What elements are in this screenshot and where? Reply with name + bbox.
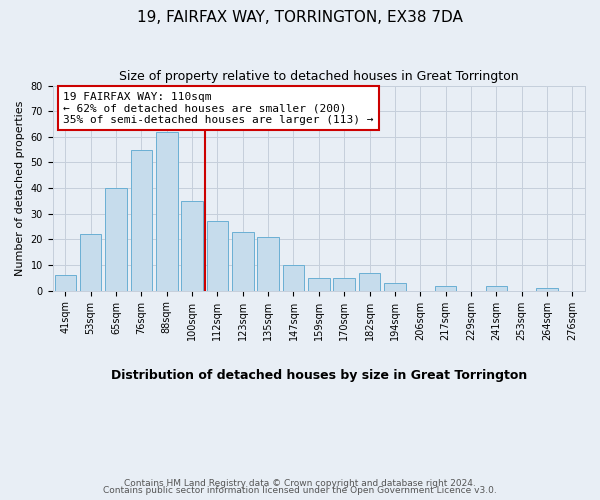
Text: 19, FAIRFAX WAY, TORRINGTON, EX38 7DA: 19, FAIRFAX WAY, TORRINGTON, EX38 7DA bbox=[137, 10, 463, 25]
Text: Contains HM Land Registry data © Crown copyright and database right 2024.: Contains HM Land Registry data © Crown c… bbox=[124, 478, 476, 488]
Title: Size of property relative to detached houses in Great Torrington: Size of property relative to detached ho… bbox=[119, 70, 518, 83]
Bar bbox=[536, 288, 558, 290]
Text: Distribution of detached houses by size in Great Torrington: Distribution of detached houses by size … bbox=[111, 368, 527, 382]
Bar bbox=[283, 265, 304, 290]
Bar bbox=[181, 201, 203, 290]
Bar bbox=[131, 150, 152, 290]
Bar bbox=[80, 234, 101, 290]
Bar bbox=[156, 132, 178, 290]
Bar bbox=[308, 278, 329, 290]
Bar bbox=[334, 278, 355, 290]
Bar bbox=[206, 222, 228, 290]
Bar bbox=[257, 237, 279, 290]
Y-axis label: Number of detached properties: Number of detached properties bbox=[15, 100, 25, 276]
Bar bbox=[435, 286, 457, 290]
Bar bbox=[105, 188, 127, 290]
Bar bbox=[359, 272, 380, 290]
Bar bbox=[55, 276, 76, 290]
Bar bbox=[232, 232, 254, 290]
Bar bbox=[384, 283, 406, 290]
Bar bbox=[485, 286, 507, 290]
Text: 19 FAIRFAX WAY: 110sqm
← 62% of detached houses are smaller (200)
35% of semi-de: 19 FAIRFAX WAY: 110sqm ← 62% of detached… bbox=[63, 92, 374, 125]
Text: Contains public sector information licensed under the Open Government Licence v3: Contains public sector information licen… bbox=[103, 486, 497, 495]
